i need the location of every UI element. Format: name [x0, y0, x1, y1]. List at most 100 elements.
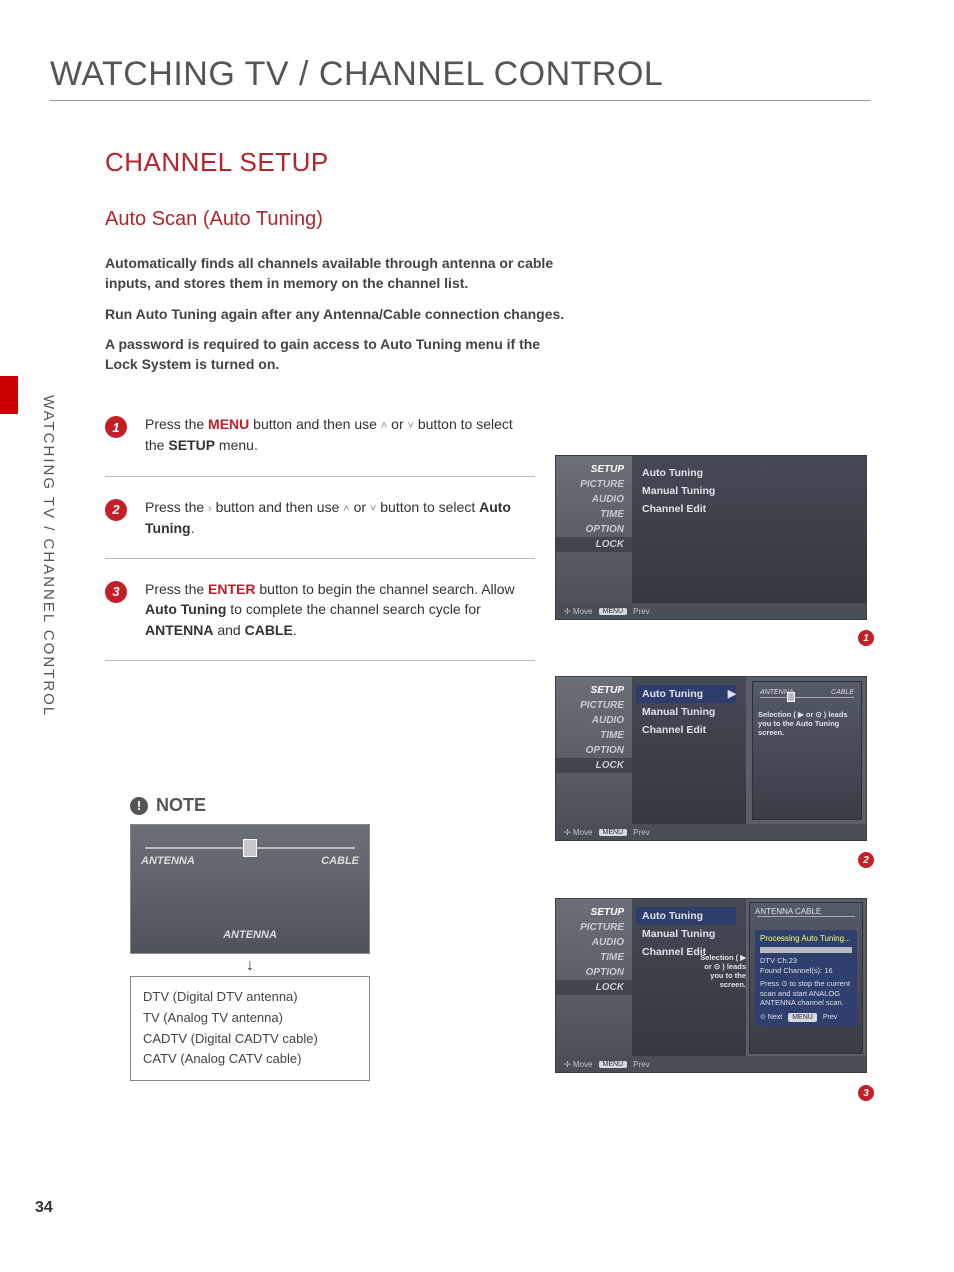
osd-menu-audio: AUDIO [556, 713, 632, 728]
subsection-title: Auto Scan (Auto Tuning) [105, 208, 870, 231]
menu-keyword: MENU [208, 416, 249, 432]
txt: Auto Tuning [642, 910, 703, 922]
sub-slider-bar [760, 697, 854, 698]
osd-menu-option: OPTION [556, 522, 632, 537]
slider-label-right: CABLE [321, 855, 359, 867]
txt: menu. [215, 437, 258, 453]
osd-body: Auto Tuning ▶ Manual Tuning Channel Edit [632, 677, 746, 824]
prev-hint: Prev [633, 1060, 649, 1069]
page-number: 34 [35, 1199, 53, 1217]
osd-menu-setup: SETUP [556, 462, 632, 477]
cable-keyword: CABLE [245, 622, 293, 638]
processing-found: Found Channel(s): 16 [760, 966, 852, 976]
antenna-keyword: ANTENNA [145, 622, 213, 638]
step-2-text: Press the › button and then use ˄ or ˅ b… [145, 497, 535, 538]
txt: to complete the channel search cycle for [226, 601, 480, 617]
processing-title: Processing Auto Tuning... [760, 934, 852, 944]
sub-label-antenna: ANTENNA [755, 907, 793, 916]
page-title: WATCHING TV / CHANNEL CONTROL [50, 55, 870, 94]
osd-footer: ✢ Move MENU Prev [556, 824, 866, 840]
osd-footer: ✢ Move MENU Prev [556, 603, 866, 619]
txt: Move [573, 828, 593, 837]
move-hint: ✢ Move [564, 828, 593, 837]
step-1-text: Press the MENU button and then use ˄ or … [145, 414, 535, 455]
note-box: ! NOTE ANTENNA CABLE ANTENNA ↓ DTV (Digi… [130, 795, 370, 1081]
prev-hint: Prev [633, 607, 649, 616]
txt: or [387, 416, 407, 432]
osd-screenshot-1: SETUP PICTURE AUDIO TIME OPTION LOCK Aut… [555, 455, 867, 620]
osd-menu-picture: PICTURE [556, 477, 632, 492]
osd-menu-time: TIME [556, 728, 632, 743]
setup-keyword: SETUP [168, 437, 215, 453]
osd-item-manual-tuning: Manual Tuning [642, 925, 736, 943]
slider-label-center: ANTENNA [223, 929, 277, 941]
processing-buttons: ⊙ Next MENU Prev [760, 1013, 852, 1022]
sub-hint-left: Selection ( ▶ or ⊙ ) leads you to the sc… [700, 953, 750, 989]
txt: Press the [145, 416, 208, 432]
note-list: DTV (Digital DTV antenna) TV (Analog TV … [130, 976, 370, 1081]
next-button-label: ⊙ Next [760, 1013, 782, 1022]
osd-menu-time: TIME [556, 950, 632, 965]
osd-menu-setup: SETUP [556, 905, 632, 920]
steps-list: 1 Press the MENU button and then use ˄ o… [105, 406, 535, 660]
osd-processing-panel: ANTENNA CABLE Selection ( ▶ or ⊙ ) leads… [749, 902, 863, 1054]
title-rule [50, 100, 870, 101]
osd-menu-option: OPTION [556, 743, 632, 758]
txt: button to begin the channel search. Allo… [255, 581, 514, 597]
enter-keyword: ENTER [208, 581, 255, 597]
sub-slider: ANTENNA CABLE [755, 907, 857, 916]
intro-p2: Run Auto Tuning again after any Antenna/… [105, 304, 575, 324]
txt: button and then use [212, 499, 344, 515]
menu-pill: MENU [599, 608, 628, 615]
prev-hint: Prev [633, 828, 649, 837]
menu-pill: MENU [599, 1061, 628, 1068]
intro-p1: Automatically finds all channels availab… [105, 253, 575, 294]
txt: Auto Tuning [642, 688, 703, 700]
osd-callout-2: 2 [858, 852, 874, 868]
osd-menu-option: OPTION [556, 965, 632, 980]
slider-label-left: ANTENNA [141, 855, 195, 867]
txt: . [293, 622, 297, 638]
txt: or [350, 499, 370, 515]
osd-body: Auto Tuning Manual Tuning Channel Edit [632, 456, 866, 603]
osd-menu-picture: PICTURE [556, 698, 632, 713]
page-accent-tab [0, 376, 18, 414]
osd-menu-setup: SETUP [556, 683, 632, 698]
menu-pill: MENU [599, 829, 628, 836]
osd-callout-3: 3 [858, 1085, 874, 1101]
osd-menu-time: TIME [556, 507, 632, 522]
osd-menu-lock: LOCK [556, 980, 632, 995]
note-title: ! NOTE [130, 795, 370, 816]
osd-menu-column: SETUP PICTURE AUDIO TIME OPTION LOCK [556, 456, 632, 619]
osd-screenshot-2: SETUP PICTURE AUDIO TIME OPTION LOCK Aut… [555, 676, 867, 841]
osd-item-auto-tuning-selected: Auto Tuning ▶ [636, 685, 736, 703]
osd-menu-column: SETUP PICTURE AUDIO TIME OPTION LOCK [556, 899, 632, 1072]
txt: button to select [376, 499, 479, 515]
section-title: CHANNEL SETUP [105, 147, 870, 178]
intro-text: Automatically finds all channels availab… [105, 253, 575, 374]
osd-item-manual-tuning: Manual Tuning [642, 703, 736, 721]
txt: . [191, 520, 195, 536]
step-1: 1 Press the MENU button and then use ˄ o… [105, 406, 535, 475]
osd-item-auto-tuning-selected: Auto Tuning [636, 907, 736, 925]
sub-slider-knob [787, 692, 795, 702]
osd-item-channel-edit: Channel Edit [642, 500, 856, 518]
note-slider-diagram: ANTENNA CABLE ANTENNA [130, 824, 370, 954]
osd-menu-picture: PICTURE [556, 920, 632, 935]
slider-knob [243, 839, 257, 857]
osd-item-manual-tuning: Manual Tuning [642, 482, 856, 500]
step-2-number: 2 [105, 499, 127, 521]
move-hint: ✢ Move [564, 1060, 593, 1069]
txt: Move [573, 1060, 593, 1069]
osd-item-channel-edit: Channel Edit [642, 721, 736, 739]
sub-hint: Selection ( ▶ or ⊙ ) leads you to the Au… [758, 710, 856, 737]
osd-menu-audio: AUDIO [556, 935, 632, 950]
down-arrow-icon: ↓ [130, 958, 370, 974]
txt: and [213, 622, 244, 638]
osd-footer: ✢ Move MENU Prev [556, 1056, 866, 1072]
step-3-number: 3 [105, 581, 127, 603]
right-tri-icon: ▶ [728, 688, 736, 700]
sub-label-cable: CABLE [831, 689, 854, 696]
move-hint: ✢ Move [564, 607, 593, 616]
osd-callout-1: 1 [858, 630, 874, 646]
